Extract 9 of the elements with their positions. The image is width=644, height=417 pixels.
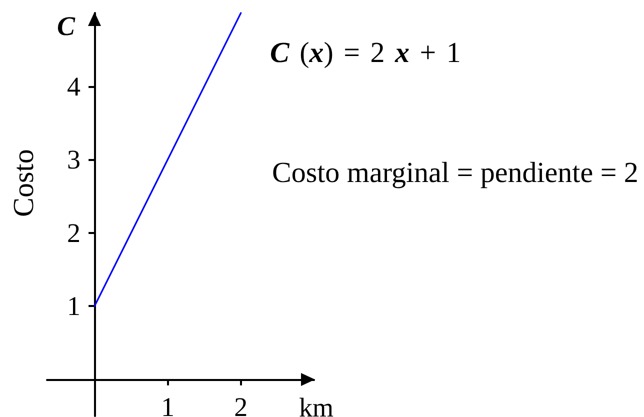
annotation: Costo marginal = pendiente = 2 xyxy=(272,157,638,189)
y-axis-title: Costo xyxy=(8,149,40,217)
annotation: C xyxy=(57,11,76,41)
x-axis-title: km xyxy=(299,392,334,417)
y-tick-label: 3 xyxy=(67,144,81,175)
y-tick-label: 2 xyxy=(67,218,81,248)
y-tick-label: 4 xyxy=(67,71,82,102)
annotation: C (x) = 2 x + 1 xyxy=(270,37,461,69)
y-tick-label: 1 xyxy=(67,291,81,322)
